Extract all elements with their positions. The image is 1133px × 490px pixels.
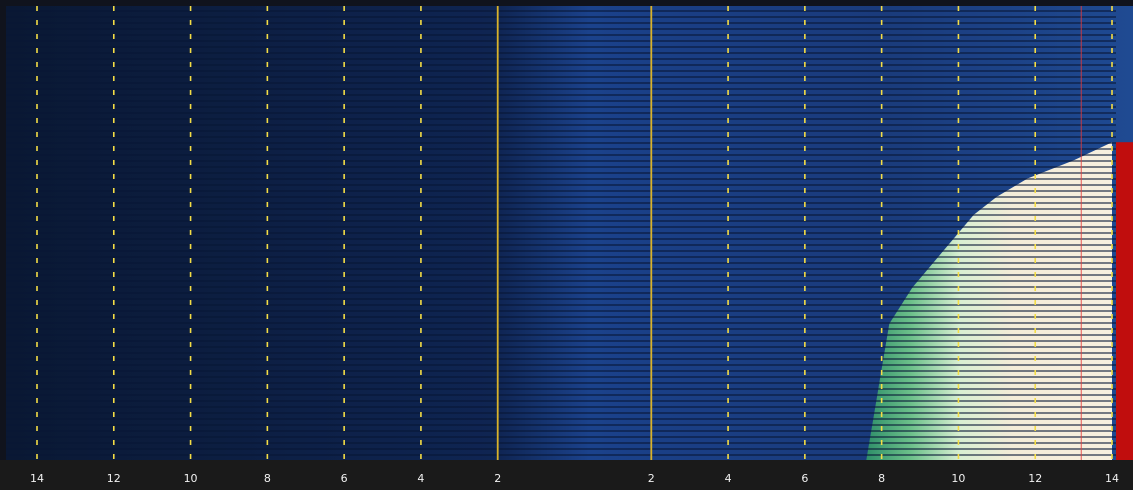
tick-label: 2	[648, 472, 655, 485]
frame-top	[0, 0, 1133, 6]
right-edge-bar	[1116, 142, 1133, 490]
tick-label: 6	[341, 472, 348, 485]
tick-labels: 14 12 10 8 6 4 2 2 4 6 8 10 12 14	[30, 472, 1119, 485]
tick-label: 4	[725, 472, 732, 485]
scanlines	[6, 6, 1116, 460]
frame-left	[0, 0, 6, 490]
reference-lines	[496, 6, 653, 460]
tick-label: 6	[801, 472, 808, 485]
tick-label: 14	[1105, 472, 1119, 485]
axis-bar	[0, 460, 1133, 490]
gridlines	[36, 6, 1113, 460]
tick-label: 4	[417, 472, 424, 485]
tick-label: 8	[878, 472, 885, 485]
tick-label: 12	[1028, 472, 1042, 485]
tick-label: 14	[30, 472, 44, 485]
x-axis: 14 12 10 8 6 4 2 2 4 6 8 10 12 14	[0, 460, 1133, 490]
tick-label: 8	[264, 472, 271, 485]
tick-label: 2	[494, 472, 501, 485]
tick-label: 12	[107, 472, 121, 485]
tick-label: 10	[951, 472, 965, 485]
tick-label: 10	[184, 472, 198, 485]
